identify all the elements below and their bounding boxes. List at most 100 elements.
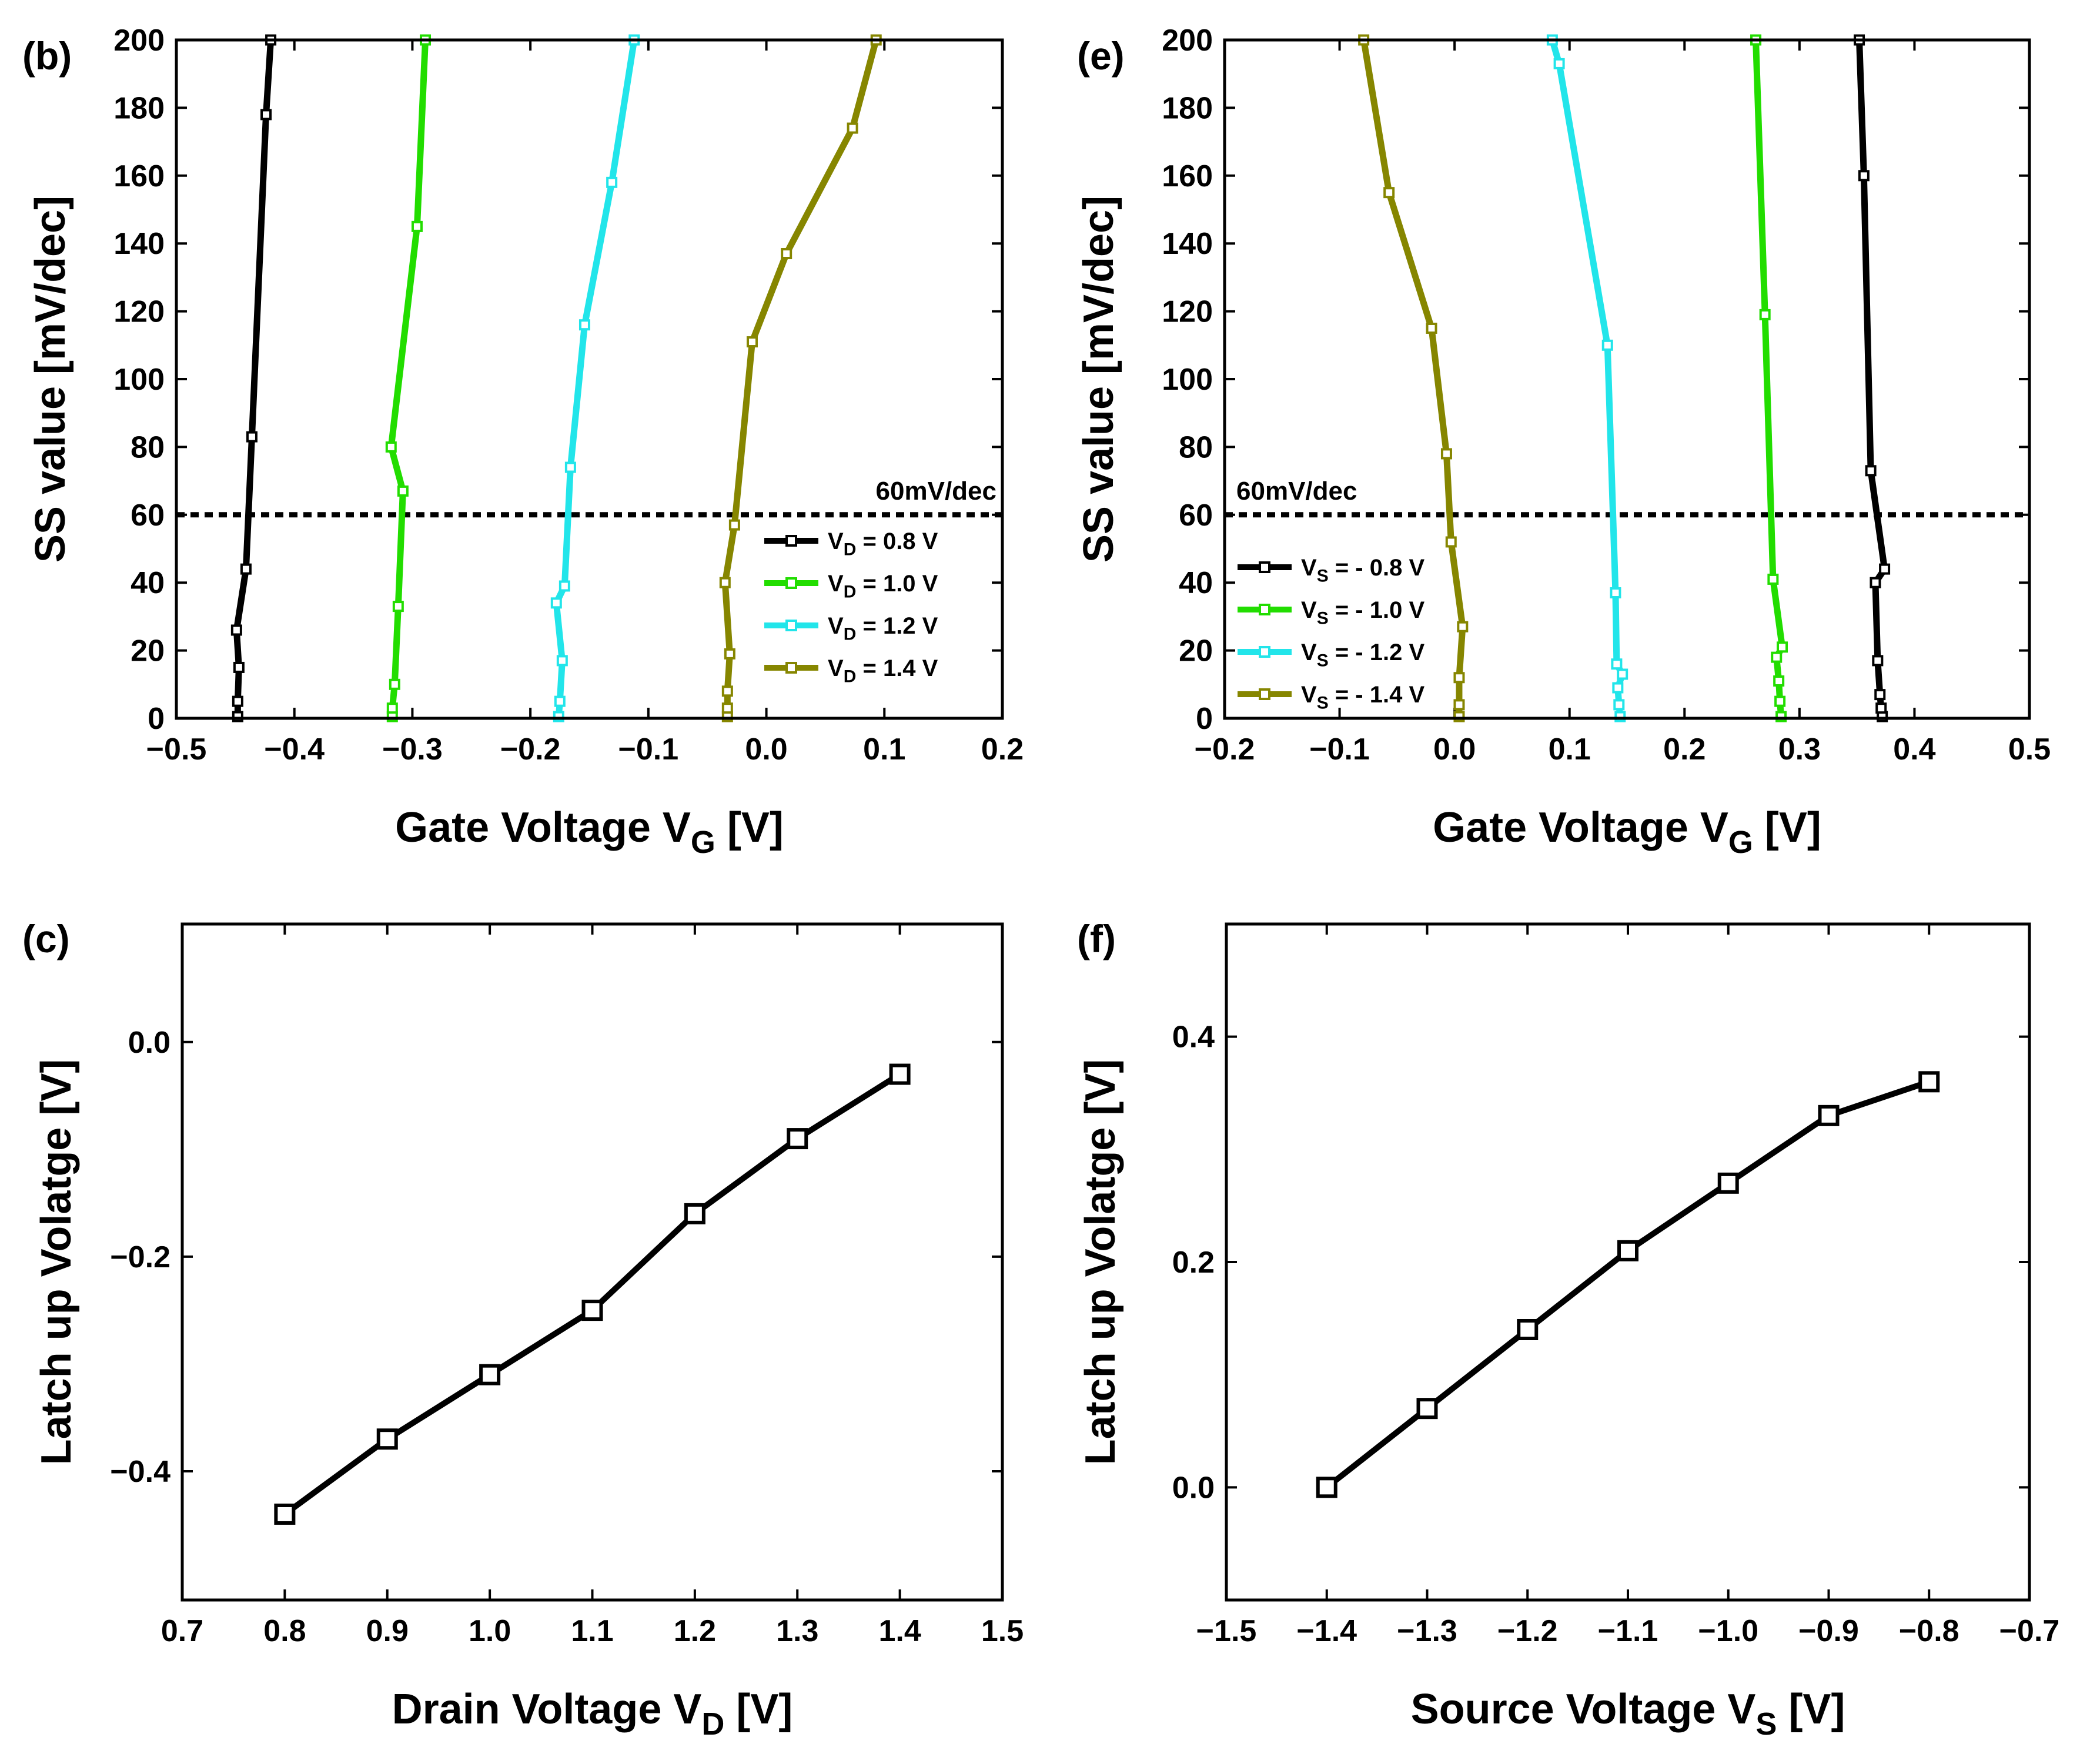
legend-entry-0-main: V bbox=[828, 528, 844, 554]
series-line-0 bbox=[233, 40, 275, 717]
x-tick-label: 0.7 bbox=[161, 1614, 203, 1648]
data-point bbox=[564, 461, 576, 473]
data-point bbox=[1613, 699, 1625, 711]
x-axis-label: Gate Voltage VG [V] bbox=[1433, 804, 1821, 860]
x-tick-label: 1.4 bbox=[878, 1614, 921, 1648]
data-point bbox=[719, 577, 731, 588]
y-tick-label: 0.4 bbox=[1172, 1020, 1215, 1055]
x-axis-label-rest: [V] bbox=[724, 1686, 792, 1733]
legend-marker-2 bbox=[1259, 646, 1270, 658]
data-point bbox=[1717, 1172, 1739, 1194]
legend-entry-1-rest: = - 1.0 V bbox=[1329, 597, 1425, 623]
series-line-1 bbox=[1753, 40, 1786, 717]
data-point bbox=[1611, 658, 1623, 670]
legend-entry-2-sub: D bbox=[844, 625, 857, 644]
data-point bbox=[581, 1300, 603, 1321]
x-axis-label: Gate Voltage VG [V] bbox=[395, 804, 784, 860]
data-point bbox=[1553, 58, 1565, 69]
y-axis-label: SS value [mV/dec] bbox=[1075, 196, 1122, 563]
data-point bbox=[260, 109, 272, 120]
x-tick-label: −0.2 bbox=[1195, 732, 1255, 766]
data-point bbox=[724, 648, 735, 660]
y-tick-label: 160 bbox=[113, 159, 165, 193]
y-tick-label: 0.0 bbox=[1172, 1471, 1215, 1505]
y-tick-label: 40 bbox=[131, 566, 165, 600]
legend-entry-2: VS = - 1.2 V bbox=[1301, 640, 1424, 671]
panel-tag: (f) bbox=[1077, 917, 1116, 960]
y-tick-label: 80 bbox=[131, 430, 165, 464]
y-tick-label: 180 bbox=[113, 91, 165, 125]
legend-marker-1 bbox=[785, 577, 797, 589]
x-tick-label: −0.9 bbox=[1798, 1614, 1859, 1648]
data-point bbox=[1457, 621, 1469, 632]
plot-frame bbox=[1223, 38, 2031, 720]
legend-entry-1-sub: S bbox=[1317, 609, 1329, 628]
data-point bbox=[246, 431, 258, 443]
y-tick-label: 120 bbox=[113, 295, 165, 329]
x-tick-label: −0.5 bbox=[146, 732, 207, 766]
x-tick-label: −0.4 bbox=[264, 732, 325, 766]
x-tick-label: −1.4 bbox=[1296, 1614, 1357, 1648]
legend-entry-3-main: V bbox=[1301, 682, 1317, 708]
legend-entry-0: VD = 0.8 V bbox=[828, 528, 938, 560]
data-point bbox=[385, 441, 397, 453]
legend-entry-1-main: V bbox=[828, 571, 844, 597]
data-point bbox=[728, 519, 740, 531]
data-point bbox=[1773, 675, 1785, 687]
legend: VS = - 0.8 VVS = - 1.0 VVS = - 1.2 VVS =… bbox=[1238, 555, 1424, 713]
y-tick-label: 200 bbox=[113, 24, 165, 58]
y-tick-label: −0.4 bbox=[110, 1455, 170, 1489]
x-axis-label-rest: [V] bbox=[1753, 804, 1821, 851]
x-tick-label: −1.3 bbox=[1397, 1614, 1457, 1648]
data-point bbox=[889, 1063, 911, 1085]
data-point bbox=[1818, 1104, 1840, 1126]
series-line-2 bbox=[553, 40, 638, 717]
data-point bbox=[392, 601, 404, 612]
panel-tag: (c) bbox=[22, 917, 70, 960]
x-tick-label: 1.1 bbox=[571, 1614, 613, 1648]
x-tick-label: −1.0 bbox=[1698, 1614, 1758, 1648]
series-line-0 bbox=[1325, 1079, 1930, 1490]
y-tick-label: 140 bbox=[1162, 227, 1213, 261]
data-point bbox=[1453, 672, 1465, 684]
chart-2: (c) 0.7 0.8 0.9 1.0 1.1 1.2 1.3 1.4 1.5 −0.4 −0.2 0.… bbox=[22, 917, 1024, 1742]
data-point bbox=[1617, 668, 1628, 680]
x-axis-label-main: Gate Voltage V bbox=[1433, 804, 1728, 851]
data-point bbox=[240, 563, 252, 575]
legend-entry-0: VS = - 0.8 V bbox=[1301, 555, 1424, 586]
data-point bbox=[1767, 573, 1779, 585]
data-point bbox=[397, 485, 409, 497]
legend-entry-3: VD = 1.4 V bbox=[828, 655, 938, 687]
data-point bbox=[559, 580, 570, 592]
y-axis-label: SS value [mV/dec] bbox=[27, 196, 74, 563]
y-tick-label: 100 bbox=[1162, 363, 1213, 397]
x-tick-label: 0.3 bbox=[1778, 732, 1821, 766]
legend-entry-0-rest: = 0.8 V bbox=[856, 528, 938, 554]
y-tick-label: −0.2 bbox=[110, 1240, 170, 1274]
plot-frame bbox=[180, 922, 1004, 1602]
panel-tag: (e) bbox=[1077, 34, 1125, 78]
data-point bbox=[1774, 695, 1786, 707]
x-axis-label: Drain Voltage VD [V] bbox=[392, 1686, 793, 1742]
data-point bbox=[1383, 187, 1395, 199]
y-tick-label: 80 bbox=[1179, 430, 1213, 464]
x-tick-label: 0.0 bbox=[1433, 732, 1476, 766]
series-line-2 bbox=[1549, 40, 1626, 717]
data-point bbox=[781, 248, 792, 260]
y-tick-label: 180 bbox=[1162, 91, 1213, 125]
chart-1: (e) −0.2 −0.1 0.0 0.1 0.2 0.3 0.4 0.5 0 20 40 60 80 10… bbox=[1075, 24, 2051, 860]
x-axis-label: Source Voltage VS [V] bbox=[1411, 1686, 1845, 1742]
y-axis-label: Latch up Volatge [V] bbox=[33, 1059, 80, 1465]
data-point bbox=[1918, 1071, 1940, 1093]
data-point bbox=[1445, 536, 1457, 548]
x-tick-label: −1.2 bbox=[1497, 1614, 1558, 1648]
legend-entry-2-rest: = - 1.2 V bbox=[1329, 640, 1425, 665]
data-point bbox=[787, 1128, 808, 1150]
legend-entry-0-main: V bbox=[1301, 555, 1317, 581]
legend-entry-0-sub: S bbox=[1317, 567, 1329, 586]
y-tick-label: 20 bbox=[1179, 634, 1213, 668]
reference-line-label: 60mV/dec bbox=[1236, 477, 1357, 506]
y-tick-label: 0.2 bbox=[1172, 1246, 1215, 1280]
legend-entry-1-sub: D bbox=[844, 583, 857, 602]
